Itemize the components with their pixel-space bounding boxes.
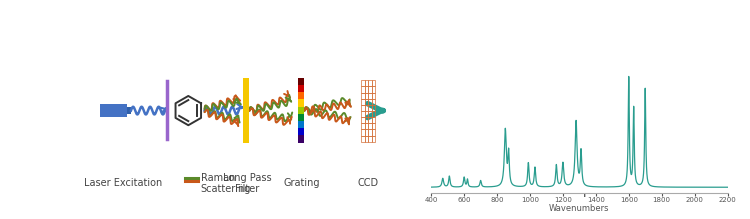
Bar (298, 92, 304, 99)
Bar (368, 129, 371, 136)
Bar (368, 86, 371, 92)
Bar (127, 107, 131, 114)
Bar (362, 99, 364, 105)
Bar (364, 136, 368, 142)
Bar (368, 92, 371, 99)
Bar (371, 105, 375, 111)
Bar (298, 85, 304, 92)
Bar (371, 86, 375, 92)
Bar (364, 111, 368, 117)
Bar (298, 121, 304, 128)
Bar (371, 92, 375, 99)
Bar (362, 117, 364, 123)
Bar (371, 80, 375, 86)
Bar (362, 80, 364, 86)
Bar (371, 111, 375, 117)
Bar (362, 123, 364, 129)
Bar (298, 128, 304, 135)
Bar (362, 136, 364, 142)
Bar (362, 92, 364, 99)
Bar (371, 123, 375, 129)
Bar (364, 80, 368, 86)
Bar (100, 104, 127, 117)
Bar (362, 129, 364, 136)
Bar (368, 123, 371, 129)
Bar (364, 92, 368, 99)
Bar (368, 105, 371, 111)
Bar (298, 114, 304, 121)
Bar (362, 111, 364, 117)
Bar (362, 105, 364, 111)
Bar (364, 123, 368, 129)
Text: Raman
Scattering: Raman Scattering (201, 173, 251, 194)
Bar (371, 136, 375, 142)
Text: Long Pass
Filter: Long Pass Filter (223, 173, 272, 194)
Bar (364, 99, 368, 105)
Text: Grating: Grating (284, 178, 320, 188)
Bar (298, 106, 304, 114)
Bar (371, 129, 375, 136)
Bar (371, 117, 375, 123)
X-axis label: Wavenumbers: Wavenumbers (549, 204, 610, 213)
Bar (298, 78, 304, 85)
Bar (368, 111, 371, 117)
Bar (364, 117, 368, 123)
Bar (368, 136, 371, 142)
Bar (368, 80, 371, 86)
Bar (298, 99, 304, 107)
Bar (364, 105, 368, 111)
Bar (368, 99, 371, 105)
Text: Laser Excitation: Laser Excitation (84, 178, 162, 188)
Bar (371, 99, 375, 105)
Bar (364, 86, 368, 92)
Bar (243, 78, 249, 143)
Text: CCD: CCD (358, 178, 379, 188)
Bar (368, 117, 371, 123)
Bar (364, 129, 368, 136)
Bar (362, 86, 364, 92)
Text: Raman
Spectrum: Raman Spectrum (575, 169, 635, 197)
Bar (298, 135, 304, 143)
